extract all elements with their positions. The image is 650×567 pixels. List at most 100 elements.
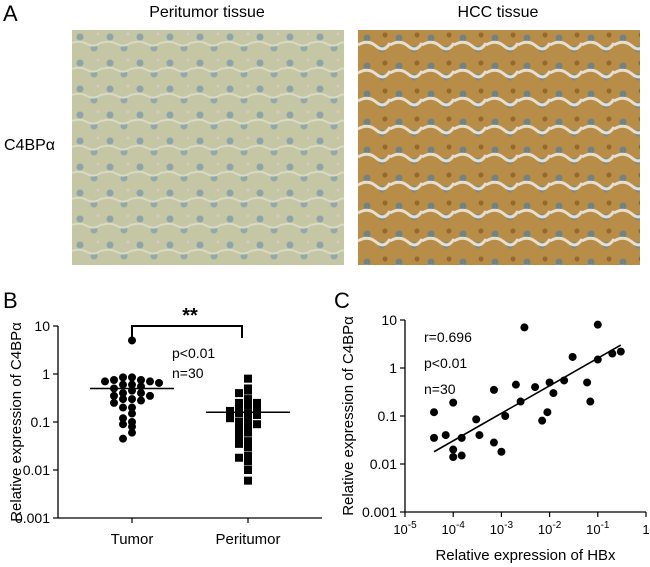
x-tick-label: Peritumor bbox=[215, 531, 280, 548]
significance-stars: ** bbox=[182, 305, 198, 327]
tumor-data-point bbox=[128, 336, 136, 345]
panel-c-correlation-plot: C 0.001 0.01 0.1 1 10 10-5 10-4 10-3 10-2 10-1 1 Rel… bbox=[334, 288, 650, 564]
data-point bbox=[531, 383, 540, 392]
data-point bbox=[489, 385, 498, 394]
y-tick-label: 10 bbox=[34, 318, 50, 334]
x-axis-label: Relative expression of HBx bbox=[435, 547, 616, 564]
data-point bbox=[543, 408, 552, 417]
tumor-data-point bbox=[119, 389, 127, 398]
peritumor-data-point bbox=[244, 374, 252, 383]
y-tick-label: 0.01 bbox=[23, 462, 50, 478]
tumor-data-point bbox=[155, 378, 163, 387]
peritumor-data-point bbox=[244, 422, 252, 431]
data-point bbox=[583, 378, 592, 387]
y-axis-label: Relative expression of C4BPα bbox=[340, 316, 357, 516]
data-point bbox=[501, 412, 510, 420]
peritumor-data-point bbox=[253, 405, 261, 414]
x-tick-label: 10-4 bbox=[442, 520, 466, 537]
y-axis-label: Relative expression of C4BPα bbox=[8, 322, 25, 522]
peritumor-data-point bbox=[235, 409, 243, 418]
peritumor-data-point bbox=[244, 437, 252, 446]
tumor-data-point bbox=[137, 396, 145, 405]
n-annotation: n=30 bbox=[172, 365, 204, 381]
tumor-data-point bbox=[137, 389, 145, 398]
peritumor-data-point bbox=[244, 443, 252, 452]
data-point bbox=[568, 352, 577, 361]
tumor-data-point bbox=[128, 428, 136, 437]
peritumor-data-point bbox=[253, 420, 261, 429]
data-point bbox=[549, 389, 558, 398]
peritumor-data-point bbox=[235, 389, 243, 398]
tumor-data-point bbox=[110, 398, 118, 407]
r-annotation: r=0.696 bbox=[424, 329, 472, 345]
peritumor-data-point bbox=[244, 409, 252, 418]
peritumor-data-point bbox=[235, 432, 243, 441]
tumor-data-point bbox=[128, 409, 136, 418]
tumor-data-point bbox=[128, 395, 136, 404]
peritumor-tissue-title: Peritumor tissue bbox=[149, 4, 265, 21]
tumor-data-point bbox=[146, 391, 154, 400]
panel-a-label: A bbox=[3, 1, 18, 26]
data-point bbox=[457, 451, 466, 460]
tumor-data-point bbox=[119, 420, 127, 429]
tumor-data-point bbox=[110, 375, 118, 384]
tumor-data-point bbox=[119, 434, 127, 443]
data-point bbox=[430, 408, 439, 417]
y-tick-label: 0.1 bbox=[31, 414, 51, 430]
tumor-data-point bbox=[110, 391, 118, 400]
y-tick-label: 10 bbox=[381, 312, 397, 328]
p-value-annotation: p<0.01 bbox=[424, 355, 467, 371]
peritumor-histology-image bbox=[72, 30, 344, 265]
x-tick-label: 10-5 bbox=[393, 520, 417, 537]
c4bpa-row-label: C4BPα bbox=[4, 137, 56, 154]
peritumor-data-point bbox=[253, 410, 261, 419]
tumor-data-point bbox=[119, 395, 127, 404]
data-point bbox=[449, 398, 458, 407]
data-point bbox=[430, 433, 439, 442]
peritumor-data-point bbox=[253, 398, 261, 407]
peritumor-data-point bbox=[244, 476, 252, 485]
peritumor-data-point bbox=[244, 466, 252, 474]
data-point bbox=[441, 431, 450, 440]
y-tick-label: 0.01 bbox=[370, 456, 397, 472]
data-point bbox=[449, 445, 458, 454]
peritumor-data-point bbox=[244, 428, 252, 437]
peritumor-data-point bbox=[244, 457, 252, 466]
n-annotation: n=30 bbox=[424, 381, 456, 397]
significance-bracket bbox=[131, 325, 243, 338]
tumor-data-point bbox=[128, 373, 136, 382]
peritumor-data-point bbox=[244, 395, 252, 404]
panel-b-dot-plot: B 0.001 0.01 0.1 1 10 Tumor Peritumor Relative e… bbox=[3, 288, 322, 548]
peritumor-data-point bbox=[244, 401, 252, 410]
data-point bbox=[497, 447, 506, 456]
peritumor-data-point bbox=[244, 386, 252, 395]
x-tick-label: 10-2 bbox=[538, 520, 562, 537]
peritumor-data-point bbox=[235, 398, 243, 407]
data-point bbox=[511, 380, 520, 389]
data-point bbox=[457, 433, 466, 442]
data-point bbox=[586, 397, 595, 406]
data-point bbox=[489, 438, 498, 447]
tumor-data-point bbox=[128, 422, 136, 431]
hcc-tissue-title: HCC tissue bbox=[457, 4, 539, 21]
data-point bbox=[520, 323, 529, 332]
data-point bbox=[616, 347, 625, 356]
panel-b-letter: B bbox=[3, 288, 18, 313]
x-tick-label: Tumor bbox=[111, 531, 154, 548]
panel-c-letter: C bbox=[334, 288, 350, 313]
peritumor-data-point bbox=[235, 439, 243, 448]
peritumor-data-point bbox=[226, 414, 234, 423]
tumor-data-point bbox=[119, 380, 127, 389]
tumor-data-point bbox=[119, 373, 127, 382]
peritumor-data-point bbox=[235, 418, 243, 426]
data-point bbox=[593, 320, 602, 329]
p-value-annotation: p<0.01 bbox=[172, 345, 215, 361]
data-point bbox=[472, 415, 481, 424]
y-tick-label: 0.001 bbox=[15, 510, 50, 526]
tumor-data-point bbox=[128, 380, 136, 389]
tumor-data-point bbox=[146, 377, 154, 386]
hcc-histology-image bbox=[358, 30, 640, 265]
peritumor-data-point bbox=[244, 416, 252, 425]
tumor-data-point bbox=[119, 403, 127, 412]
y-tick-label: 0.1 bbox=[378, 408, 398, 424]
